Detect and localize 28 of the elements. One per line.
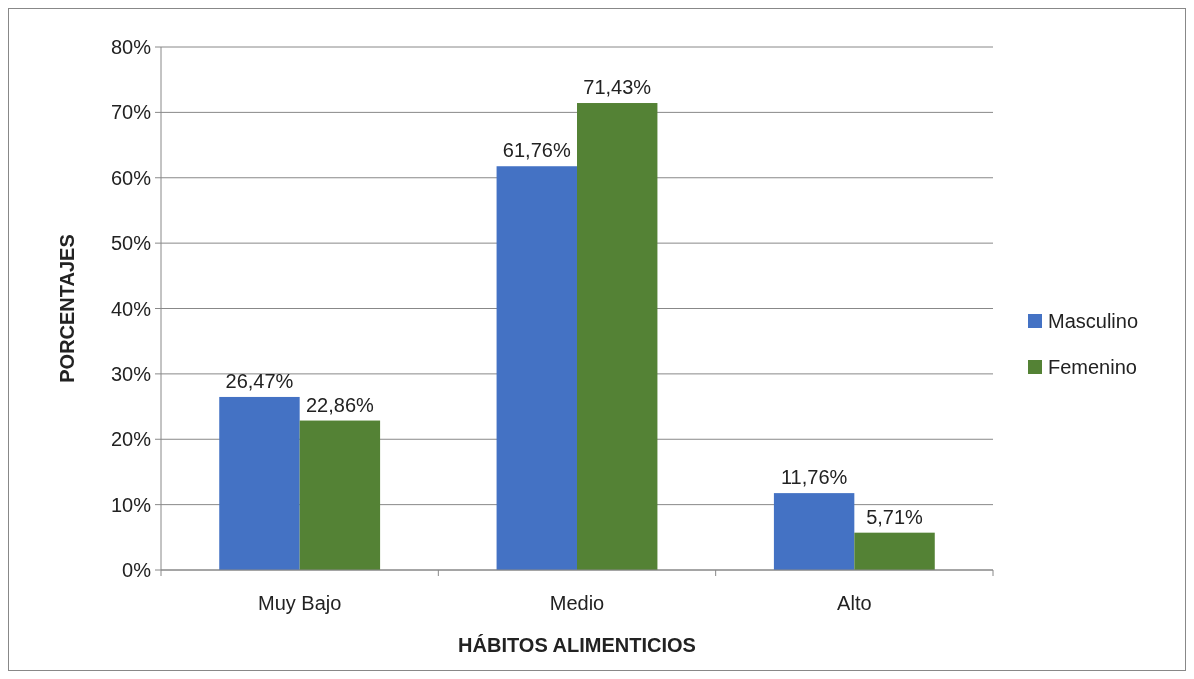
y-tick-label: 30% [110, 362, 152, 385]
y-axis-title: PORCENTAJES [56, 234, 78, 383]
x-tick-label: Medio [549, 592, 605, 614]
x-axis-title: HÁBITOS ALIMENTICIOS [458, 634, 696, 656]
bar [773, 493, 855, 570]
data-label: 71,43% [583, 76, 652, 99]
y-tick-label: 50% [110, 232, 152, 255]
x-tick-label: Muy Bajo [257, 592, 342, 614]
y-tick-label: 80% [110, 36, 152, 58]
y-tick-label: 20% [110, 428, 152, 451]
bar [577, 103, 658, 570]
x-tick-label: Alto [837, 592, 872, 614]
y-tick-label: 60% [110, 166, 152, 189]
y-tick-label: 10% [110, 493, 152, 516]
y-tick-label: 70% [110, 101, 152, 124]
bar [854, 532, 935, 570]
y-tick-label: 40% [110, 297, 152, 320]
data-label: 11,76% [780, 466, 848, 489]
bar [496, 166, 577, 570]
legend-label: Masculino [1048, 310, 1139, 332]
legend-label: Femenino [1048, 356, 1137, 378]
data-label: 26,47% [225, 369, 294, 392]
data-label: 5,71% [866, 505, 924, 528]
data-label: 61,76% [502, 139, 571, 162]
bar [219, 396, 300, 570]
y-tick-label: 0% [122, 559, 152, 581]
bar [299, 420, 381, 570]
data-label: 22,86% [305, 393, 375, 416]
